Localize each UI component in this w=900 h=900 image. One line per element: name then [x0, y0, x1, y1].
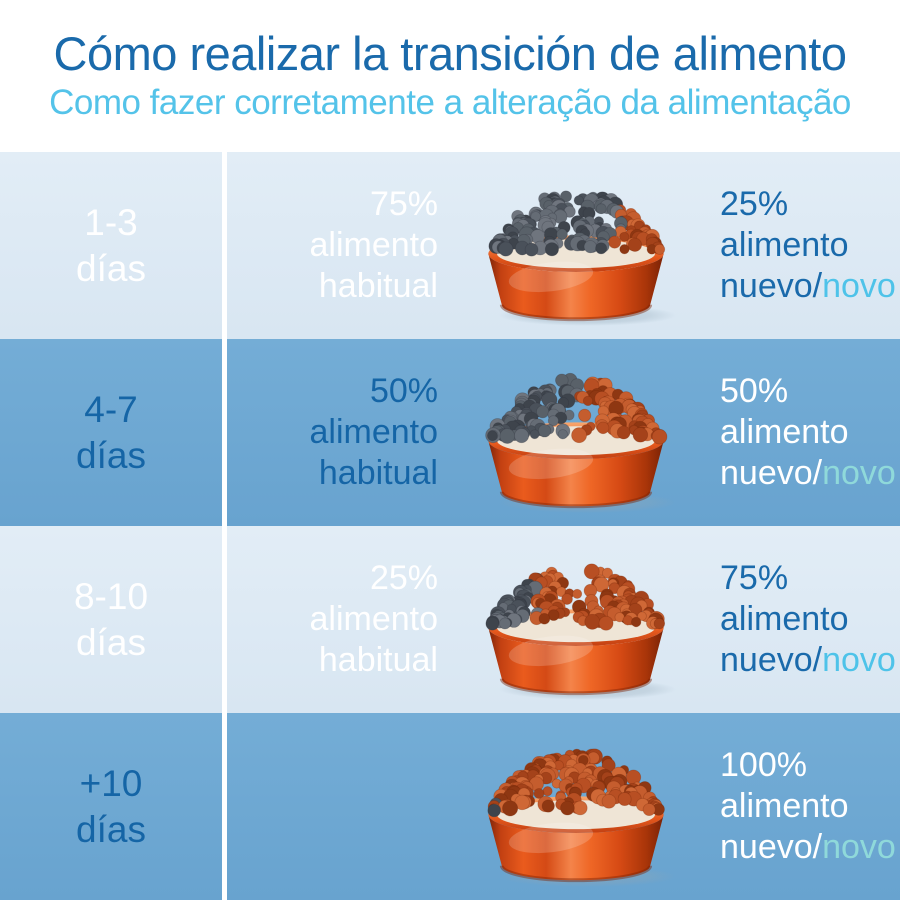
row-content: 75% alimento habitual 25% alimento nuevo… — [227, 152, 900, 339]
food-bowl-illustration — [458, 348, 694, 517]
new-food-cell: 25% alimento nuevo/novo — [694, 184, 900, 306]
new-pt-highlight: novo — [822, 266, 896, 305]
new-es: nuevo/ — [720, 827, 823, 866]
new-food-cell: 50% alimento nuevo/novo — [694, 371, 900, 493]
habitual-word-2: habitual — [318, 453, 438, 492]
row-days-10-plus: +10 días 100% alimento nuevo/novo — [0, 713, 900, 900]
days-label: días — [76, 808, 146, 850]
days-label: días — [76, 247, 146, 289]
days-cell: 1-3 días — [0, 152, 222, 339]
row-content: 50% alimento habitual 50% alimento nuevo… — [227, 339, 900, 526]
days-range: 4-7 — [84, 389, 138, 431]
row-content: 25% alimento habitual 75% alimento nuevo… — [227, 526, 900, 713]
days-cell: 8-10 días — [0, 526, 222, 713]
habitual-percent: 50% — [369, 372, 438, 411]
habitual-food-cell: 50% alimento habitual — [272, 371, 438, 493]
new-percent: 75% — [720, 559, 789, 598]
days-range: 1-3 — [84, 202, 138, 244]
new-percent: 100% — [720, 746, 807, 785]
food-bowl-illustration — [458, 535, 694, 704]
days-range: +10 — [79, 763, 143, 805]
new-pt-highlight: novo — [822, 640, 896, 679]
habitual-word-1: alimento — [309, 600, 438, 639]
habitual-food-cell: 25% alimento habitual — [272, 558, 438, 680]
habitual-word-2: habitual — [318, 266, 438, 305]
new-word: alimento — [720, 226, 849, 265]
new-es: nuevo/ — [720, 453, 823, 492]
new-es: nuevo/ — [720, 640, 823, 679]
food-bowl-illustration — [458, 722, 694, 891]
new-bilingual-line: nuevo/novo — [720, 453, 900, 494]
new-percent: 25% — [720, 185, 789, 224]
new-bilingual-line: nuevo/novo — [720, 827, 900, 868]
row-days-1-3: 1-3 días 75% alimento habitual 25% alime… — [0, 152, 900, 339]
new-word: alimento — [720, 600, 849, 639]
column-divider — [222, 152, 227, 339]
days-cell: +10 días — [0, 713, 222, 900]
days-cell: 4-7 días — [0, 339, 222, 526]
row-content: 100% alimento nuevo/novo — [227, 713, 900, 900]
days-label: días — [76, 621, 146, 663]
new-percent: 50% — [720, 372, 789, 411]
habitual-percent: 25% — [369, 559, 438, 598]
column-divider — [222, 339, 227, 526]
habitual-food-cell: 75% alimento habitual — [272, 184, 438, 306]
habitual-word-2: habitual — [318, 640, 438, 679]
days-label: días — [76, 434, 146, 476]
new-bilingual-line: nuevo/novo — [720, 640, 900, 681]
new-food-cell: 100% alimento nuevo/novo — [694, 745, 900, 867]
transition-table: 1-3 días 75% alimento habitual 25% alime… — [0, 152, 900, 900]
new-pt-highlight: novo — [822, 827, 896, 866]
page-subtitle: Como fazer corretamente a alteração da a… — [49, 83, 851, 122]
header: Cómo realizar la transición de alimento … — [0, 0, 900, 152]
habitual-word-1: alimento — [309, 413, 438, 452]
new-es: nuevo/ — [720, 266, 823, 305]
new-word: alimento — [720, 787, 849, 826]
habitual-word-1: alimento — [309, 226, 438, 265]
column-divider — [222, 526, 227, 713]
new-food-cell: 75% alimento nuevo/novo — [694, 558, 900, 680]
column-divider — [222, 713, 227, 900]
new-pt-highlight: novo — [822, 453, 896, 492]
new-word: alimento — [720, 413, 849, 452]
days-range: 8-10 — [73, 576, 149, 618]
habitual-percent: 75% — [369, 185, 438, 224]
food-bowl-illustration — [458, 161, 694, 330]
row-days-4-7: 4-7 días 50% alimento habitual 50% alime… — [0, 339, 900, 526]
page-title: Cómo realizar la transición de alimento — [53, 27, 847, 80]
new-bilingual-line: nuevo/novo — [720, 266, 900, 307]
row-days-8-10: 8-10 días 25% alimento habitual 75% alim… — [0, 526, 900, 713]
